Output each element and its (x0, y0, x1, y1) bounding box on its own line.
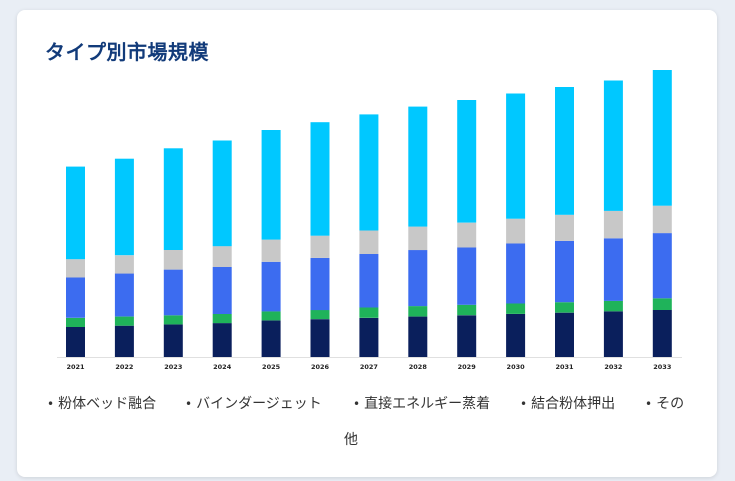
bar-segment-2023[interactable] (163, 269, 183, 316)
bar-segment-2024[interactable] (212, 314, 232, 324)
bar-segment-2029[interactable] (457, 247, 477, 305)
chart-card: タイプ別市場規模 2021 2022 2023 2024 2025 2026 2027 202… (17, 10, 717, 477)
bar-segment-2025[interactable] (261, 261, 281, 312)
x-tick-label: 2026 (311, 363, 330, 371)
legend-label: その (656, 396, 685, 412)
bar-segment-2021[interactable] (66, 259, 85, 278)
x-tick-label: 2023 (164, 363, 182, 371)
bar-segment-2031[interactable] (555, 214, 574, 241)
bar-segment-2026[interactable] (310, 122, 330, 236)
bar-segment-2025[interactable] (261, 239, 281, 262)
bar-segment-2032[interactable] (603, 311, 623, 357)
legend-label: バインダージェット (196, 396, 322, 412)
bar-segment-2026[interactable] (310, 235, 330, 258)
bar-segment-2024[interactable] (212, 323, 232, 357)
legend-label: 粉体ベッド融合 (58, 396, 157, 412)
bar-segment-2022[interactable] (114, 255, 134, 274)
x-tick-label: 2027 (360, 363, 378, 371)
x-tick-label: 2028 (409, 363, 428, 371)
bar-segment-2022[interactable] (114, 316, 134, 326)
x-tick-label: 2025 (262, 363, 281, 371)
bar-segment-2021[interactable] (66, 166, 85, 260)
bar-segment-2023[interactable] (163, 324, 183, 357)
bar-segment-2030[interactable] (506, 93, 526, 219)
bar-segment-2030[interactable] (506, 218, 526, 244)
bar-segment-2025[interactable] (261, 130, 281, 240)
bar-segment-2033[interactable] (652, 310, 672, 357)
bar-segment-2028[interactable] (408, 226, 428, 251)
x-tick-label: 2029 (458, 363, 477, 371)
bar-segment-2023[interactable] (163, 250, 183, 270)
bar-segment-2025[interactable] (261, 311, 281, 321)
bar-segment-2027[interactable] (359, 307, 379, 318)
bar-segment-2027[interactable] (359, 254, 379, 308)
bar-segment-2024[interactable] (212, 140, 232, 247)
chart-title: タイプ別市場規模 (45, 40, 209, 64)
bar-segment-2027[interactable] (359, 317, 379, 357)
bullet-icon: • (185, 397, 193, 411)
bar-segment-2028[interactable] (408, 250, 428, 307)
bar-segment-2021[interactable] (66, 317, 85, 327)
bar-segment-2024[interactable] (212, 246, 232, 267)
bar-segment-2023[interactable] (163, 315, 183, 325)
bullet-icon: • (353, 397, 361, 411)
bar-segment-2029[interactable] (457, 304, 477, 316)
bullet-icon: • (645, 397, 653, 411)
bar-segment-2021[interactable] (66, 277, 85, 318)
bar-segment-2025[interactable] (261, 320, 281, 358)
bar-segment-2033[interactable] (652, 233, 672, 299)
stacked-bar-chart: 2021 2022 2023 2024 2025 2026 2027 2028 2029 2030… (57, 70, 682, 371)
legend-item-powder-bed-fusion[interactable]: • 粉体ベッド融合 (47, 393, 156, 413)
bullet-icon: • (47, 397, 55, 411)
bar-segment-2033[interactable] (652, 298, 672, 310)
bar-segment-2029[interactable] (457, 222, 477, 248)
bar-segment-2028[interactable] (408, 316, 428, 357)
x-tick-label: 2030 (507, 363, 526, 371)
x-tick-label: 2024 (213, 363, 232, 371)
bullet-icon: • (520, 397, 528, 411)
bar-segment-2033[interactable] (652, 205, 672, 234)
bar-segment-2022[interactable] (114, 158, 134, 256)
x-tick-label: 2021 (66, 363, 85, 371)
legend-label: 直接エネルギー蒸着 (364, 396, 491, 412)
bar-segment-2023[interactable] (163, 148, 183, 250)
bar-segment-2032[interactable] (603, 238, 623, 301)
bar-segment-2028[interactable] (408, 306, 428, 317)
bar-segment-2031[interactable] (555, 312, 574, 357)
bar-segment-2030[interactable] (506, 314, 526, 357)
legend: • 粉体ベッド融合 • バインダージェット • 直接エネルギー蒸着 • 結合粉体押出 •… (17, 393, 717, 415)
bar-segment-2032[interactable] (603, 210, 623, 239)
bar-segment-2022[interactable] (114, 325, 134, 357)
x-tick-label: 2032 (604, 363, 622, 371)
bar-segment-2031[interactable] (555, 240, 574, 303)
bar-segment-2024[interactable] (212, 267, 232, 314)
legend-label-wrap: 他 (344, 432, 358, 448)
bar-segment-2033[interactable] (652, 70, 672, 206)
x-tick-label: 2031 (555, 363, 574, 371)
bar-segment-2032[interactable] (603, 80, 623, 211)
legend-item-bound-powder-extrusion[interactable]: • 結合粉体押出 (520, 393, 615, 413)
bar-segment-2028[interactable] (408, 106, 428, 227)
legend-item-binder-jetting[interactable]: • バインダージェット (185, 393, 322, 413)
x-tick-label: 2033 (653, 363, 671, 371)
legend-item-other[interactable]: • その (645, 393, 684, 413)
bar-segment-2029[interactable] (457, 315, 477, 357)
legend-label: 結合粉体押出 (531, 396, 616, 412)
bar-segment-2032[interactable] (603, 300, 623, 312)
bar-segment-2031[interactable] (555, 302, 574, 313)
bar-segment-2021[interactable] (66, 327, 85, 357)
legend-item-directed-energy-deposition[interactable]: • 直接エネルギー蒸着 (353, 393, 490, 413)
bar-segment-2026[interactable] (310, 257, 330, 311)
bar-segment-2030[interactable] (506, 303, 526, 314)
bar-segment-2029[interactable] (457, 100, 477, 223)
bar-segment-2022[interactable] (114, 273, 134, 317)
x-tick-label: 2022 (115, 363, 133, 371)
bar-segment-2026[interactable] (310, 319, 330, 357)
bar-segment-2026[interactable] (310, 310, 330, 320)
bar-segment-2027[interactable] (359, 114, 379, 231)
bar-segment-2031[interactable] (555, 87, 574, 215)
bar-segment-2030[interactable] (506, 243, 526, 304)
bar-segment-2027[interactable] (359, 230, 379, 255)
